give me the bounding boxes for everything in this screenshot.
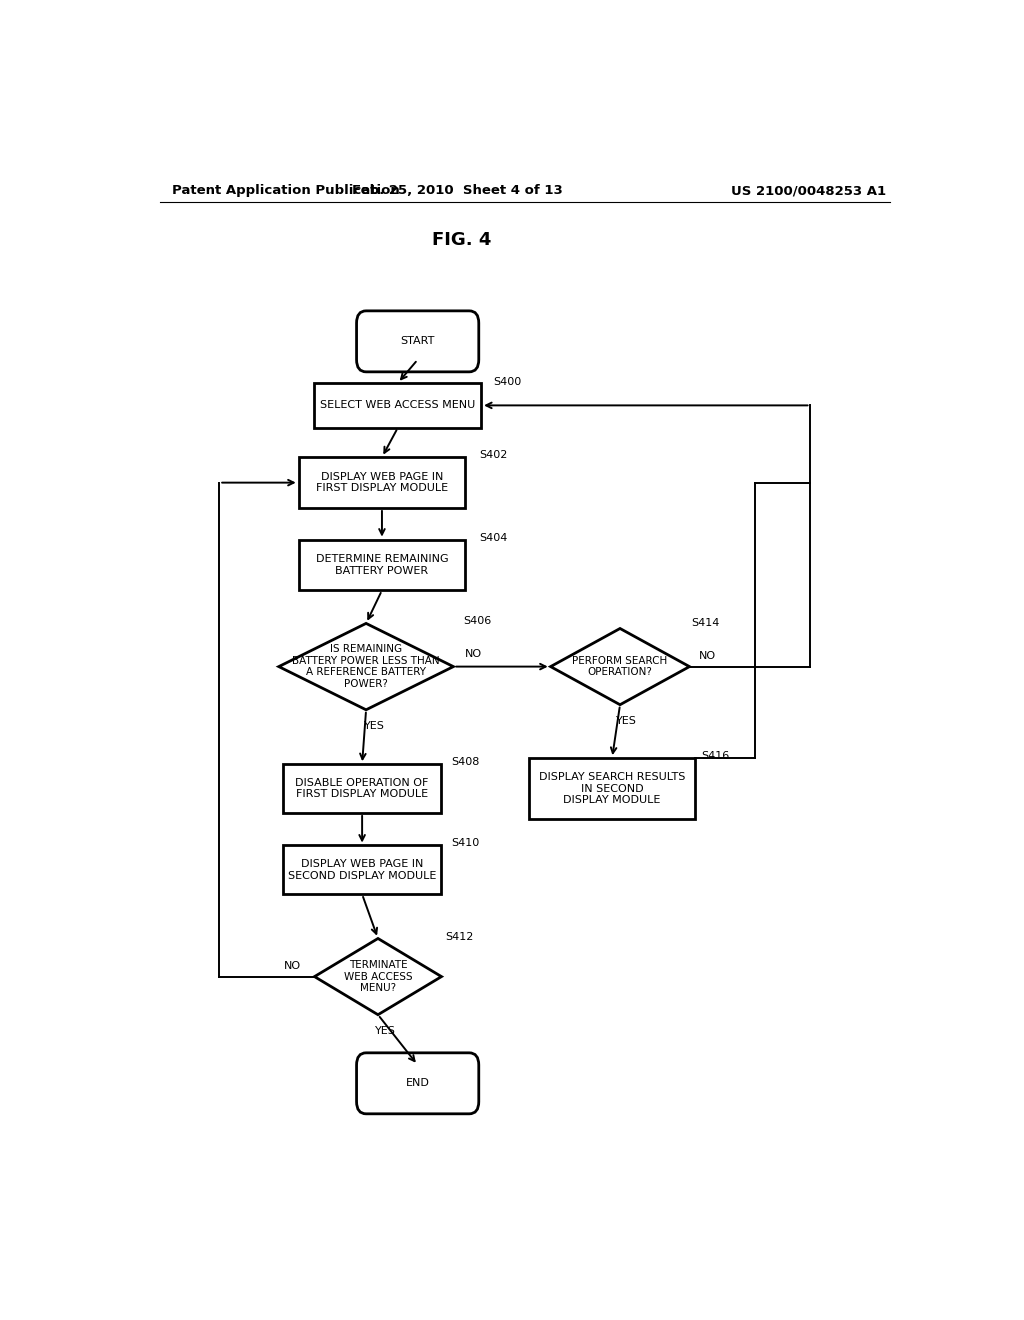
- Polygon shape: [314, 939, 441, 1015]
- FancyBboxPatch shape: [356, 312, 479, 372]
- FancyBboxPatch shape: [356, 1053, 479, 1114]
- Text: S406: S406: [463, 616, 492, 626]
- Text: START: START: [400, 337, 435, 346]
- Text: FIG. 4: FIG. 4: [432, 231, 490, 248]
- Text: NO: NO: [284, 961, 301, 972]
- Text: DISPLAY WEB PAGE IN
FIRST DISPLAY MODULE: DISPLAY WEB PAGE IN FIRST DISPLAY MODULE: [315, 471, 449, 494]
- Text: Feb. 25, 2010  Sheet 4 of 13: Feb. 25, 2010 Sheet 4 of 13: [352, 185, 563, 198]
- Text: NO: NO: [465, 649, 482, 660]
- Bar: [314, 383, 481, 428]
- Text: YES: YES: [364, 721, 384, 731]
- Text: SELECT WEB ACCESS MENU: SELECT WEB ACCESS MENU: [321, 400, 475, 411]
- Text: END: END: [406, 1078, 430, 1088]
- Bar: [528, 758, 695, 818]
- Text: Patent Application Publication: Patent Application Publication: [172, 185, 399, 198]
- Text: S408: S408: [451, 758, 479, 767]
- Text: US 2100/0048253 A1: US 2100/0048253 A1: [731, 185, 886, 198]
- Text: S410: S410: [451, 838, 479, 849]
- Text: NO: NO: [699, 652, 716, 661]
- Text: YES: YES: [616, 715, 637, 726]
- Polygon shape: [279, 623, 454, 710]
- Text: S416: S416: [701, 751, 729, 762]
- Text: TERMINATE
WEB ACCESS
MENU?: TERMINATE WEB ACCESS MENU?: [344, 960, 413, 993]
- Bar: [299, 457, 465, 508]
- Text: PERFORM SEARCH
OPERATION?: PERFORM SEARCH OPERATION?: [572, 656, 668, 677]
- Bar: [283, 764, 441, 813]
- Bar: [299, 540, 465, 590]
- Text: DISPLAY SEARCH RESULTS
IN SECOND
DISPLAY MODULE: DISPLAY SEARCH RESULTS IN SECOND DISPLAY…: [539, 772, 685, 805]
- Text: S414: S414: [691, 618, 720, 628]
- Text: YES: YES: [376, 1026, 396, 1036]
- Text: DISABLE OPERATION OF
FIRST DISPLAY MODULE: DISABLE OPERATION OF FIRST DISPLAY MODUL…: [296, 777, 429, 800]
- Text: S412: S412: [445, 932, 474, 942]
- Text: IS REMAINING
BATTERY POWER LESS THAN
A REFERENCE BATTERY
POWER?: IS REMAINING BATTERY POWER LESS THAN A R…: [292, 644, 440, 689]
- Text: DISPLAY WEB PAGE IN
SECOND DISPLAY MODULE: DISPLAY WEB PAGE IN SECOND DISPLAY MODUL…: [288, 859, 436, 880]
- Bar: [283, 846, 441, 894]
- Text: S404: S404: [479, 532, 507, 543]
- Polygon shape: [551, 628, 689, 705]
- Text: S402: S402: [479, 450, 507, 461]
- Text: S400: S400: [494, 378, 521, 387]
- Text: DETERMINE REMAINING
BATTERY POWER: DETERMINE REMAINING BATTERY POWER: [315, 554, 449, 576]
